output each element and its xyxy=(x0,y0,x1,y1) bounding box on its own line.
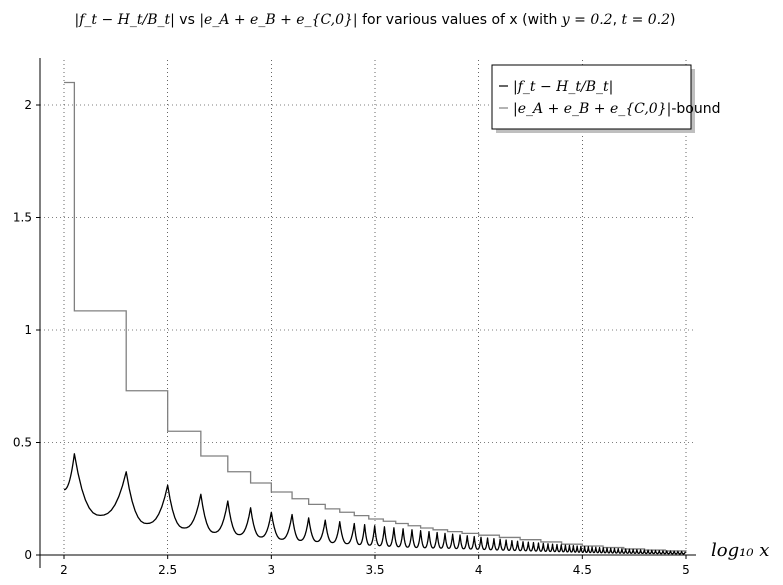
x-tick-label: 3.5 xyxy=(365,563,384,577)
y-tick-label: 0.5 xyxy=(13,436,32,450)
title-vs: vs xyxy=(175,12,199,28)
y-tick-label: 1 xyxy=(24,323,32,337)
x-axis-label: log₁₀ x xyxy=(711,540,769,561)
grid xyxy=(40,60,696,556)
y-tick-label: 1.5 xyxy=(13,211,32,225)
x-tick-label: 4 xyxy=(475,563,483,577)
chart-title: |f_t − H_t/B_t| vs |e_A + e_B + e_{C,0}|… xyxy=(74,12,675,28)
title-y-value: y = 0.2 xyxy=(561,12,613,28)
series-main xyxy=(63,453,686,555)
y-tick-label: 0 xyxy=(24,548,32,562)
x-tick-label: 5 xyxy=(682,563,690,577)
title-rest: for various values of x (with xyxy=(358,12,562,28)
legend: |f_t − H_t/B_t| |e_A + e_B + e_{C,0}|-bo… xyxy=(491,64,720,133)
x-tick-label: 3 xyxy=(268,563,276,577)
legend-entry-bound-suffix: -bound xyxy=(671,101,720,117)
legend-entry-bound-expr: |e_A + e_B + e_{C,0}| xyxy=(513,101,671,117)
x-tick-label: 2 xyxy=(60,563,68,577)
title-sep: , xyxy=(613,12,622,28)
title-expr-2: |e_A + e_B + e_{C,0}| xyxy=(199,12,357,28)
title-t-value: t = 0.2 xyxy=(622,12,671,28)
x-tick-label: 4.5 xyxy=(573,563,592,577)
x-tick-label: 2.5 xyxy=(158,563,177,577)
title-close: ) xyxy=(670,12,675,28)
title-expr-1: |f_t − H_t/B_t| xyxy=(74,12,174,28)
axes xyxy=(39,58,696,568)
y-tick-label: 2 xyxy=(24,98,32,112)
legend-entry-bound: |e_A + e_B + e_{C,0}|-bound xyxy=(513,101,720,117)
series-bound-line xyxy=(64,81,687,552)
series-bound xyxy=(64,81,687,552)
legend-entry-main: |f_t − H_t/B_t| xyxy=(513,79,613,95)
legend-box xyxy=(491,64,692,130)
ticks: 2 2.5 3 3.5 4 4.5 5 0 0.5 1 1.5 2 xyxy=(13,98,690,577)
series-main-line xyxy=(63,453,686,555)
